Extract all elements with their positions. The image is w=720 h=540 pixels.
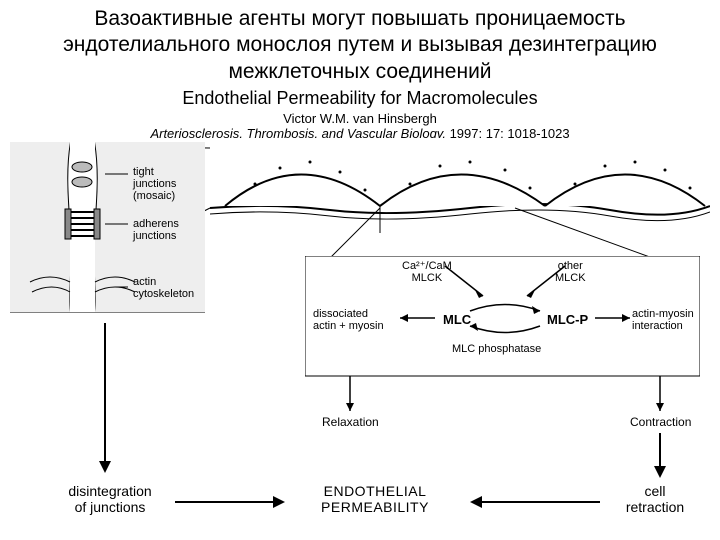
- contraction-label: Contraction: [630, 416, 691, 429]
- mlc-left-out: dissociated actin + myosin: [313, 308, 384, 332]
- author: Victor W.M. van Hinsbergh: [30, 111, 690, 126]
- tight-junction-label: tight junctions (mosaic): [133, 166, 176, 202]
- diagram-area: tight junctions (mosaic) adherens juncti…: [0, 138, 720, 540]
- right-down-arrow: [640, 433, 680, 488]
- left-down-arrow: [85, 323, 125, 483]
- flow-arrows-svg: [0, 490, 720, 530]
- relaxation-label: Relaxation: [322, 416, 379, 429]
- mlc-top-right: other MLCK: [555, 260, 586, 284]
- mlc-center-left: MLC: [443, 313, 471, 327]
- mlc-center-right: MLC-P: [547, 313, 588, 327]
- main-title: Вазоактивные агенты могут повышать прони…: [30, 6, 690, 85]
- adherens-label: adherens junctions: [133, 218, 179, 242]
- actin-label: actin cytoskeleton: [133, 276, 194, 300]
- subtitle: Endothelial Permeability for Macromolecu…: [30, 88, 690, 109]
- title-block: Вазоактивные агенты могут повышать прони…: [0, 0, 720, 143]
- mlc-phosphatase: MLC phosphatase: [452, 343, 541, 355]
- mlc-top-left: Ca²⁺/CaM MLCK: [402, 260, 452, 284]
- mlc-right-out: actin-myosin interaction: [632, 308, 694, 332]
